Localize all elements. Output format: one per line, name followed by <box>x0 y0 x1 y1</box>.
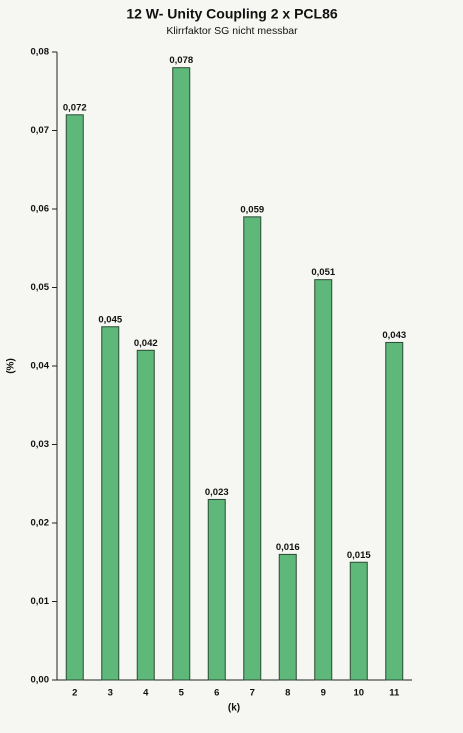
y-tick-label: 0,02 <box>31 518 50 529</box>
value-label: 0,023 <box>205 487 229 498</box>
value-label: 0,043 <box>382 330 406 341</box>
value-label: 0,059 <box>240 204 264 215</box>
x-tick-label: 9 <box>321 688 326 699</box>
value-label: 0,015 <box>347 550 371 561</box>
x-tick-label: 2 <box>72 688 77 699</box>
bar <box>314 279 333 681</box>
bar <box>349 561 368 681</box>
y-tick-label: 0,01 <box>31 596 50 607</box>
x-tick-label: 6 <box>214 688 219 699</box>
bar <box>385 341 404 681</box>
x-tick-label: 11 <box>389 688 400 699</box>
bar <box>278 553 297 681</box>
x-tick-label: 10 <box>353 688 364 699</box>
x-tick-label: 8 <box>285 688 290 699</box>
chart-title: 12 W- Unity Coupling 2 x PCL86 <box>126 6 338 22</box>
bar <box>136 349 155 681</box>
bar <box>207 498 226 681</box>
y-axis-label: (%) <box>6 358 17 374</box>
x-tick-label: 5 <box>179 688 185 699</box>
bar <box>101 326 120 681</box>
y-tick-label: 0,07 <box>31 125 50 136</box>
bar <box>243 216 262 681</box>
y-tick-label: 0,05 <box>31 282 50 293</box>
x-tick-label: 4 <box>143 688 149 699</box>
value-label: 0,016 <box>276 542 300 553</box>
bar <box>172 67 191 681</box>
value-label: 0,045 <box>98 314 122 325</box>
y-tick-label: 0,03 <box>31 439 50 450</box>
value-label: 0,051 <box>311 267 335 278</box>
value-label: 0,072 <box>63 102 87 113</box>
bar <box>65 114 84 681</box>
value-label: 0,078 <box>169 55 193 66</box>
value-label: 0,042 <box>134 338 158 349</box>
x-axis-label: (k) <box>228 703 240 714</box>
chart-subtitle: Klirrfaktor SG nicht messbar <box>166 25 298 37</box>
x-tick-label: 3 <box>108 688 113 699</box>
y-tick-label: 0,08 <box>31 47 50 58</box>
y-tick-label: 0,00 <box>31 675 50 686</box>
x-tick-label: 7 <box>250 688 255 699</box>
y-tick-label: 0,06 <box>31 204 50 215</box>
y-tick-label: 0,04 <box>31 361 50 372</box>
